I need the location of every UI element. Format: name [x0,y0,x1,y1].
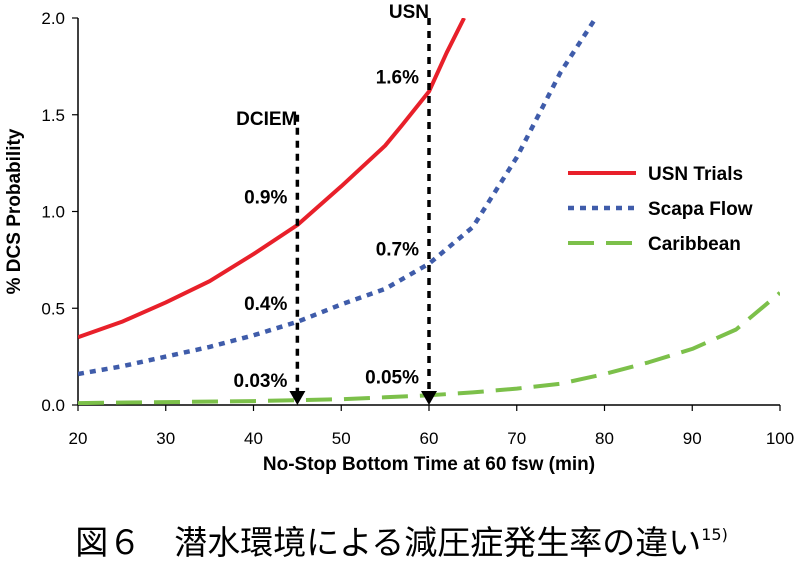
value-annotation: 0.4% [244,294,287,315]
dcs-probability-chart: 20 30 40 50 60 70 80 90 100 0.0 0.5 1.0 1.5 2.0 DCIEM… [4,2,794,475]
y-axis-title: % DCS Probability [4,128,25,294]
x-axis-title: No-Stop Bottom Time at 60 fsw (min) [263,454,595,475]
value-annotation: 0.9% [244,188,287,209]
x-tick-label: 30 [156,429,175,448]
arrow-head-icon [421,391,437,405]
value-annotation: 1.6% [376,68,419,89]
y-tick-label: 0.0 [41,396,65,415]
y-tick-label: 1.0 [41,203,65,222]
x-tick-label: 70 [507,429,526,448]
series-line-usn-trials [78,18,466,340]
series-line-scapa-flow [78,18,598,377]
x-tick-label: 50 [332,429,351,448]
legend-label: USN Trials [648,164,743,185]
y-tick-label: 1.5 [41,106,65,125]
value-annotation: 0.7% [376,240,419,261]
x-tick-label: 90 [683,429,702,448]
value-annotation: 0.03% [234,371,288,392]
legend-label: Scapa Flow [648,199,753,220]
caption-reference: 15) [701,525,728,544]
annotation-layer: 1.6% 0.9% 0.7% 0.4% 0.03% 0.05% [234,68,420,393]
series-line-caribbean [78,291,780,405]
series-layer [78,18,780,405]
x-tick-label: 60 [420,429,439,448]
value-annotation: 0.05% [365,367,419,388]
marker-layer: DCIEM USN [236,2,437,405]
y-tick-label: 0.5 [41,299,65,318]
legend: USN Trials Scapa Flow Caribbean [568,164,753,255]
x-tick-label: 80 [595,429,614,448]
axis-ticks: 20 30 40 50 60 70 80 90 100 0.0 0.5 1.0 1.5 2.0 [41,9,794,448]
legend-label: Caribbean [648,234,741,255]
figure-caption: 図６ 潜水環境による減圧症発生率の違い15) [0,516,803,564]
caption-text: 図６ 潜水環境による減圧症発生率の違い [75,523,702,562]
x-tick-label: 40 [244,429,263,448]
marker-label-dciem: DCIEM [236,109,297,130]
x-tick-label: 20 [69,429,88,448]
plot-area: 20 30 40 50 60 70 80 90 100 0.0 0.5 1.0 1.5 2.0 DCIEM… [41,2,794,448]
marker-label-usn: USN [389,2,429,23]
x-tick-label: 100 [766,429,794,448]
arrow-head-icon [289,391,306,405]
y-tick-label: 2.0 [41,9,65,28]
